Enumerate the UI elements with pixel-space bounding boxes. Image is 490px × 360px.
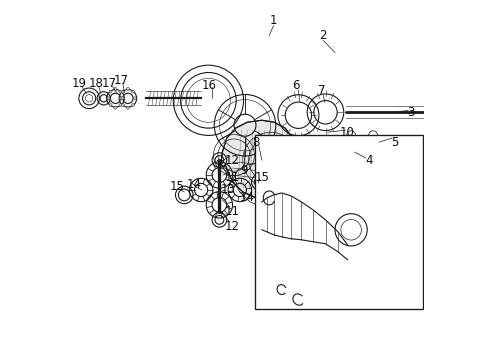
Text: 16: 16 <box>202 79 217 92</box>
Circle shape <box>133 97 136 100</box>
Circle shape <box>114 87 117 90</box>
Circle shape <box>302 158 305 162</box>
Text: 8: 8 <box>252 136 260 149</box>
Text: 9: 9 <box>240 163 247 176</box>
Circle shape <box>324 158 327 162</box>
Text: 4: 4 <box>366 154 373 167</box>
Circle shape <box>121 97 124 100</box>
Text: 12: 12 <box>225 220 240 233</box>
Circle shape <box>329 140 333 145</box>
Text: 3: 3 <box>408 106 415 119</box>
Circle shape <box>109 90 112 93</box>
Circle shape <box>126 106 129 109</box>
Circle shape <box>119 90 122 93</box>
Text: 2: 2 <box>319 29 327 42</box>
Circle shape <box>126 87 129 90</box>
Text: 11: 11 <box>225 171 240 184</box>
Circle shape <box>343 144 346 148</box>
Circle shape <box>320 169 324 172</box>
Circle shape <box>107 97 110 100</box>
Circle shape <box>109 104 112 107</box>
Circle shape <box>120 97 122 100</box>
Circle shape <box>324 158 329 162</box>
Text: 11: 11 <box>225 205 240 219</box>
Circle shape <box>131 104 134 107</box>
Circle shape <box>336 139 341 143</box>
Bar <box>254 135 423 310</box>
Text: 15: 15 <box>170 180 184 193</box>
Text: 1: 1 <box>270 14 277 27</box>
Text: 18: 18 <box>89 77 104 90</box>
Circle shape <box>114 106 117 109</box>
Text: 14: 14 <box>186 179 201 192</box>
Text: 19: 19 <box>72 77 86 90</box>
Circle shape <box>343 162 346 166</box>
Text: 13: 13 <box>220 184 236 197</box>
Circle shape <box>320 148 324 151</box>
Circle shape <box>305 169 309 172</box>
Text: 10: 10 <box>340 126 355 139</box>
Text: 5: 5 <box>392 136 399 149</box>
Circle shape <box>122 104 124 107</box>
Text: 7: 7 <box>318 84 325 97</box>
Circle shape <box>305 148 309 151</box>
Circle shape <box>131 90 134 93</box>
Polygon shape <box>317 195 361 248</box>
Polygon shape <box>221 120 300 200</box>
Circle shape <box>122 90 124 93</box>
Circle shape <box>324 148 329 152</box>
Text: 12: 12 <box>225 154 240 167</box>
Text: 17: 17 <box>102 77 117 90</box>
Circle shape <box>119 104 122 107</box>
Text: 6: 6 <box>293 79 300 92</box>
Circle shape <box>313 143 317 147</box>
Circle shape <box>336 167 341 171</box>
Text: 17: 17 <box>114 74 129 87</box>
Text: 14: 14 <box>240 192 255 204</box>
Circle shape <box>345 153 349 157</box>
Circle shape <box>313 173 317 177</box>
Text: 15: 15 <box>254 171 270 184</box>
Polygon shape <box>291 170 307 198</box>
Circle shape <box>329 166 333 170</box>
